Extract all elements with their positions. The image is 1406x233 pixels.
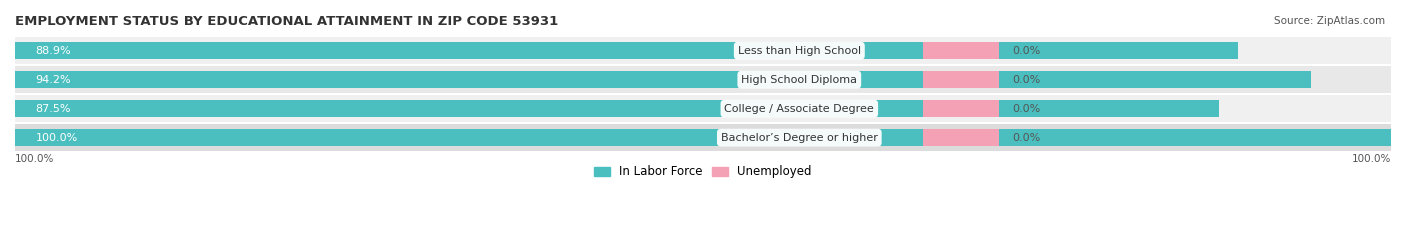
Bar	[15, 95, 1391, 122]
Bar	[15, 100, 1219, 117]
Text: EMPLOYMENT STATUS BY EDUCATIONAL ATTAINMENT IN ZIP CODE 53931: EMPLOYMENT STATUS BY EDUCATIONAL ATTAINM…	[15, 15, 558, 28]
Text: 0.0%: 0.0%	[1012, 46, 1040, 56]
Bar	[924, 42, 998, 59]
Text: 100.0%: 100.0%	[1351, 154, 1391, 164]
Text: 87.5%: 87.5%	[35, 104, 72, 114]
Text: Bachelor’s Degree or higher: Bachelor’s Degree or higher	[721, 133, 877, 143]
Text: High School Diploma: High School Diploma	[741, 75, 858, 85]
Legend: In Labor Force, Unemployed: In Labor Force, Unemployed	[589, 161, 817, 183]
Text: 100.0%: 100.0%	[35, 133, 77, 143]
Bar	[15, 37, 1391, 64]
Text: 0.0%: 0.0%	[1012, 75, 1040, 85]
Text: Less than High School: Less than High School	[738, 46, 860, 56]
Bar	[924, 129, 998, 146]
Text: 94.2%: 94.2%	[35, 75, 72, 85]
Bar	[924, 71, 998, 88]
Text: 100.0%: 100.0%	[15, 154, 55, 164]
Text: College / Associate Degree: College / Associate Degree	[724, 104, 875, 114]
Bar	[15, 124, 1391, 151]
Bar	[15, 129, 1391, 146]
Text: 0.0%: 0.0%	[1012, 133, 1040, 143]
Bar	[924, 100, 998, 117]
Text: 88.9%: 88.9%	[35, 46, 72, 56]
Bar	[15, 66, 1391, 93]
Text: Source: ZipAtlas.com: Source: ZipAtlas.com	[1274, 16, 1385, 26]
Text: 0.0%: 0.0%	[1012, 104, 1040, 114]
Bar	[15, 71, 1312, 88]
Bar	[15, 42, 1239, 59]
